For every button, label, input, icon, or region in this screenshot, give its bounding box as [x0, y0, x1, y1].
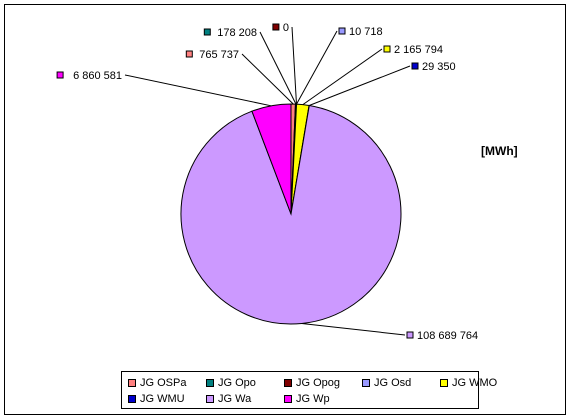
data-label-text-jg-osd: 10 718	[349, 26, 383, 38]
data-label-text-jg-wmo: 2 165 794	[394, 44, 443, 56]
leader-line-jg-osd	[296, 30, 338, 105]
legend-label-jg-wmo: JG WMO	[452, 377, 498, 389]
legend-swatch-jg-wmu	[128, 395, 136, 403]
data-label-jg-wmu: 29 350	[411, 61, 456, 73]
leader-line-jg-wmu	[308, 65, 411, 106]
chart-legend: JG OSPa JG Opo JG Opog JG Osd JG WMO JG WMU JG…	[121, 371, 497, 409]
data-label-swatch-jg-wmo	[383, 45, 391, 53]
data-label-jg-opo: 178 208	[203, 27, 257, 39]
legend-item-jg-wmo: JG WMO	[440, 375, 518, 391]
legend-label-jg-wp: JG Wp	[296, 393, 330, 405]
legend-item-jg-wmu: JG WMU	[128, 391, 206, 407]
slice-jg-wa	[180, 104, 402, 325]
data-label-jg-ospa: 765 737	[185, 49, 239, 61]
data-label-jg-osd: 10 718	[338, 26, 383, 38]
legend-label-jg-wa: JG Wa	[218, 393, 252, 405]
leader-line-jg-wmo	[302, 48, 383, 106]
legend-swatch-jg-opog	[284, 379, 292, 387]
data-label-jg-wp: 6 860 581	[56, 70, 122, 82]
legend-item-jg-osd: JG Osd	[362, 375, 440, 391]
leader-line-jg-opo	[259, 31, 297, 105]
data-label-swatch-jg-opog	[272, 23, 280, 31]
legend-swatch-jg-osd	[362, 379, 370, 387]
leader-line-jg-wa	[301, 322, 406, 336]
unit-label: [MWh]	[481, 144, 518, 158]
leader-line-jg-opog	[291, 26, 297, 105]
data-label-jg-opog: 0	[272, 22, 289, 34]
legend-item-jg-opo: JG Opo	[206, 375, 284, 391]
legend-item-jg-opog: JG Opog	[284, 375, 362, 391]
slice-jg-wp	[251, 103, 292, 215]
legend-swatch-jg-ospa	[128, 379, 136, 387]
data-label-text-jg-wp: 6 860 581	[73, 70, 122, 82]
legend-label-jg-opog: JG Opog	[296, 377, 341, 389]
data-label-swatch-jg-wmu	[411, 62, 419, 70]
data-label-jg-wmo: 2 165 794	[383, 44, 443, 56]
legend-swatch-jg-wp	[284, 395, 292, 403]
legend-swatch-jg-wa	[206, 395, 214, 403]
leader-line-jg-wp	[124, 74, 272, 107]
data-label-swatch-jg-wp	[56, 71, 64, 79]
data-label-text-jg-opo: 178 208	[217, 27, 257, 39]
legend-item-jg-wp: JG Wp	[284, 391, 362, 407]
leader-line-jg-ospa	[241, 53, 294, 105]
legend-label-jg-osd: JG Osd	[374, 377, 412, 389]
data-label-swatch-jg-opo	[203, 28, 211, 36]
data-label-swatch-jg-wa	[406, 331, 414, 339]
legend-label-jg-opo: JG Opo	[218, 377, 256, 389]
legend-item-jg-wa: JG Wa	[206, 391, 284, 407]
data-label-text-jg-ospa: 765 737	[199, 49, 239, 61]
legend-swatch-jg-wmo	[440, 379, 448, 387]
data-label-jg-wa: 108 689 764	[406, 330, 478, 342]
legend-item-jg-ospa: JG OSPa	[128, 375, 206, 391]
legend-label-jg-wmu: JG WMU	[140, 393, 185, 405]
data-label-text-jg-opog: 0	[283, 22, 289, 34]
data-label-swatch-jg-osd	[338, 27, 346, 35]
data-label-text-jg-wmu: 29 350	[422, 61, 456, 73]
legend-label-jg-ospa: JG OSPa	[140, 377, 187, 389]
data-label-text-jg-wa: 108 689 764	[417, 330, 478, 342]
data-label-swatch-jg-ospa	[185, 50, 193, 58]
legend-swatch-jg-opo	[206, 379, 214, 387]
